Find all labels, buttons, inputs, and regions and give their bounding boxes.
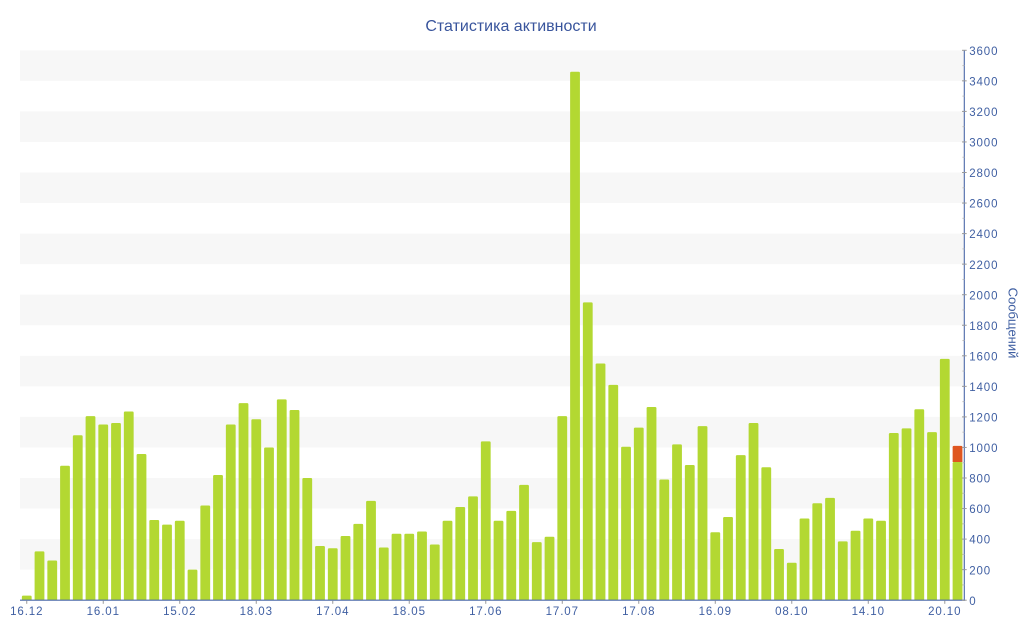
svg-text:Сообщений: Сообщений xyxy=(1006,288,1021,359)
svg-text:400: 400 xyxy=(969,535,991,547)
svg-text:3000: 3000 xyxy=(969,138,998,150)
svg-text:17.06: 17.06 xyxy=(469,606,502,618)
svg-text:18.03: 18.03 xyxy=(240,606,273,618)
svg-text:17.07: 17.07 xyxy=(546,606,579,618)
svg-text:18.05: 18.05 xyxy=(393,606,426,618)
svg-text:1800: 1800 xyxy=(969,321,998,333)
svg-text:3600: 3600 xyxy=(969,46,998,58)
svg-text:16.09: 16.09 xyxy=(699,606,732,618)
svg-text:3200: 3200 xyxy=(969,107,998,119)
svg-text:1400: 1400 xyxy=(969,382,998,394)
svg-text:1200: 1200 xyxy=(969,413,998,425)
svg-text:2000: 2000 xyxy=(969,290,998,302)
svg-text:14.10: 14.10 xyxy=(852,606,885,618)
svg-text:16.12: 16.12 xyxy=(10,606,43,618)
svg-text:2600: 2600 xyxy=(969,199,998,211)
svg-text:2200: 2200 xyxy=(969,260,998,272)
svg-text:Статистика активности: Статистика активности xyxy=(425,18,596,35)
svg-text:1000: 1000 xyxy=(969,443,998,455)
svg-text:17.04: 17.04 xyxy=(316,606,349,618)
svg-text:800: 800 xyxy=(969,474,991,486)
svg-text:200: 200 xyxy=(969,565,991,577)
svg-text:16.01: 16.01 xyxy=(87,606,120,618)
svg-text:17.08: 17.08 xyxy=(622,606,655,618)
svg-text:2800: 2800 xyxy=(969,168,998,180)
svg-text:2400: 2400 xyxy=(969,229,998,241)
svg-text:08.10: 08.10 xyxy=(775,606,808,618)
svg-text:15.02: 15.02 xyxy=(163,606,196,618)
svg-text:1600: 1600 xyxy=(969,351,998,363)
svg-text:0: 0 xyxy=(969,596,976,608)
svg-text:600: 600 xyxy=(969,504,991,516)
svg-text:3400: 3400 xyxy=(969,76,998,88)
svg-text:20.10: 20.10 xyxy=(928,606,961,618)
